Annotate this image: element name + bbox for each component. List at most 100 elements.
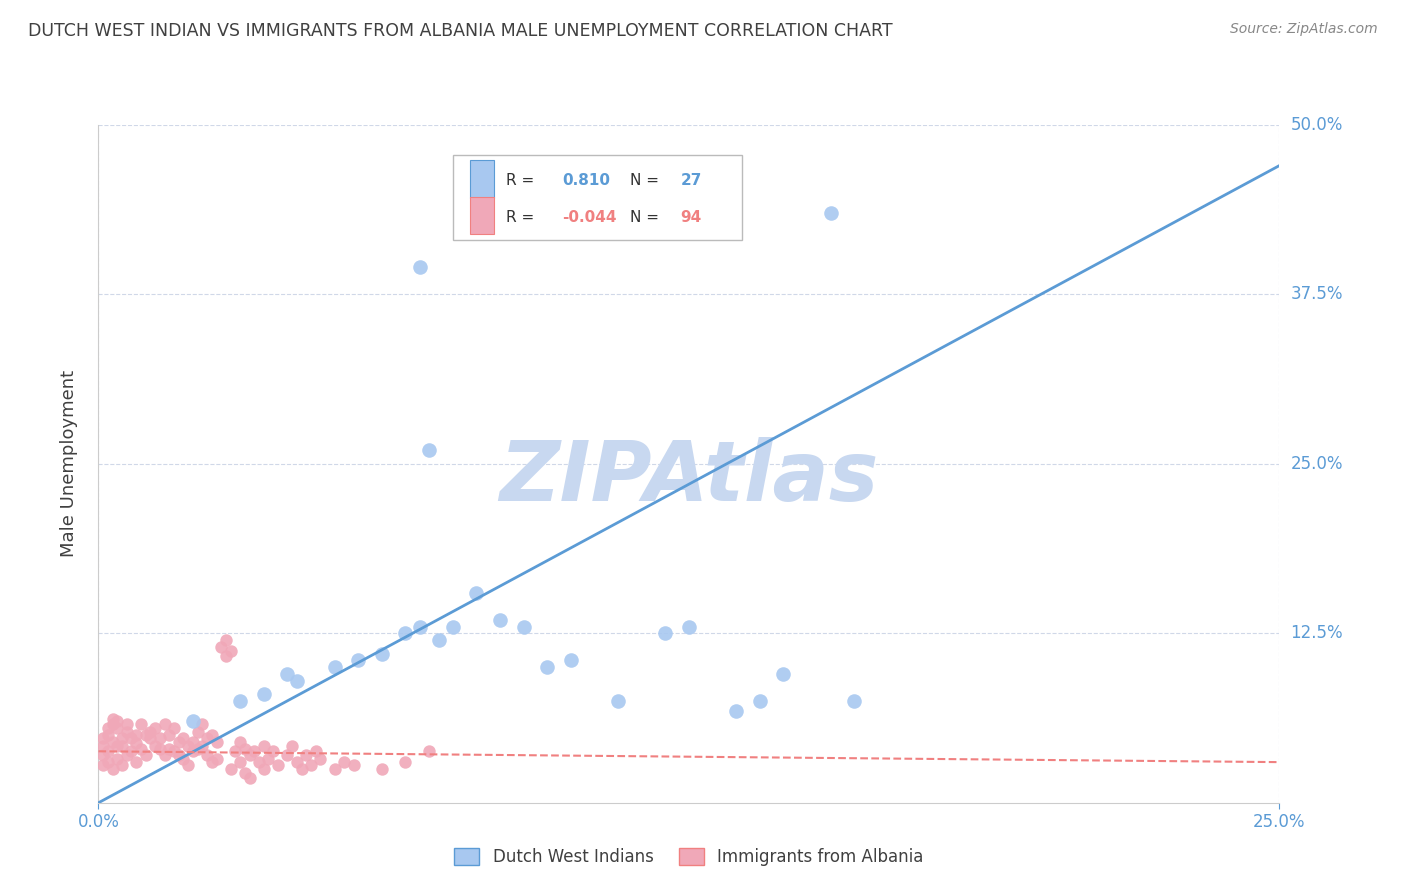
Point — [115, 717, 138, 731]
Point — [239, 748, 262, 763]
Point — [844, 694, 866, 708]
Point — [408, 260, 430, 275]
Point — [135, 748, 157, 763]
Point — [253, 687, 276, 701]
Point — [285, 755, 308, 769]
Point — [139, 725, 162, 739]
Point — [143, 721, 166, 735]
Point — [678, 619, 700, 633]
Point — [97, 721, 120, 735]
Point — [101, 717, 124, 731]
Text: N =: N = — [630, 210, 659, 225]
Point — [153, 748, 176, 763]
Text: 50.0%: 50.0% — [1291, 116, 1343, 134]
Point — [281, 739, 304, 753]
Point — [167, 748, 190, 763]
Point — [201, 728, 224, 742]
Point — [347, 653, 370, 667]
Point — [121, 744, 143, 758]
Point — [489, 613, 512, 627]
Point — [267, 757, 290, 772]
Point — [125, 755, 148, 769]
Point — [233, 741, 256, 756]
Point — [205, 735, 228, 749]
Point — [101, 735, 124, 749]
Point — [309, 752, 332, 766]
Point — [153, 717, 176, 731]
Point — [205, 752, 228, 766]
Point — [323, 762, 346, 776]
Point — [101, 712, 124, 726]
Point — [371, 762, 394, 776]
Point — [167, 735, 190, 749]
Point — [276, 667, 298, 681]
Point — [149, 741, 172, 756]
Point — [285, 673, 308, 688]
Point — [342, 757, 364, 772]
Point — [215, 649, 238, 664]
Point — [748, 694, 770, 708]
Text: 12.5%: 12.5% — [1291, 624, 1343, 642]
Point — [536, 660, 558, 674]
Point — [441, 619, 464, 633]
Point — [187, 725, 209, 739]
Point — [654, 626, 676, 640]
Point — [305, 744, 328, 758]
Point — [725, 704, 748, 718]
Text: ZIPAtlas: ZIPAtlas — [499, 437, 879, 518]
Point — [418, 443, 440, 458]
Point — [239, 772, 262, 786]
Point — [560, 653, 582, 667]
Text: N =: N = — [630, 173, 659, 188]
Point — [465, 585, 488, 599]
Point — [233, 766, 256, 780]
Point — [101, 762, 124, 776]
Point — [177, 739, 200, 753]
Text: 27: 27 — [681, 173, 702, 188]
Point — [371, 647, 394, 661]
Point — [512, 619, 534, 633]
Point — [143, 739, 166, 753]
Point — [125, 736, 148, 750]
Point — [191, 717, 214, 731]
Text: 25.0%: 25.0% — [1291, 455, 1343, 473]
FancyBboxPatch shape — [471, 161, 494, 197]
Point — [97, 755, 120, 769]
Point — [172, 752, 194, 766]
Point — [111, 757, 134, 772]
Point — [290, 762, 312, 776]
Point — [323, 660, 346, 674]
Point — [394, 755, 416, 769]
Point — [247, 755, 270, 769]
Point — [91, 731, 114, 745]
Point — [111, 739, 134, 753]
Point — [219, 644, 242, 658]
Point — [253, 762, 276, 776]
Point — [91, 748, 114, 763]
Point — [820, 206, 842, 220]
Legend: Dutch West Indians, Immigrants from Albania: Dutch West Indians, Immigrants from Alba… — [449, 841, 929, 872]
Point — [181, 735, 204, 749]
Point — [408, 619, 430, 633]
Point — [262, 744, 284, 758]
Point — [105, 714, 128, 729]
Point — [427, 633, 450, 648]
Point — [91, 739, 114, 753]
Point — [105, 739, 128, 753]
Point — [181, 744, 204, 758]
Point — [97, 744, 120, 758]
Point — [299, 757, 322, 772]
Point — [418, 744, 440, 758]
Text: 0.810: 0.810 — [562, 173, 610, 188]
Point — [129, 741, 152, 756]
Point — [607, 694, 630, 708]
Point — [215, 633, 238, 648]
Point — [125, 728, 148, 742]
Point — [224, 744, 246, 758]
Point — [149, 731, 172, 745]
Text: 37.5%: 37.5% — [1291, 285, 1343, 303]
Point — [181, 714, 204, 729]
FancyBboxPatch shape — [453, 155, 742, 240]
FancyBboxPatch shape — [471, 197, 494, 235]
Point — [115, 725, 138, 739]
